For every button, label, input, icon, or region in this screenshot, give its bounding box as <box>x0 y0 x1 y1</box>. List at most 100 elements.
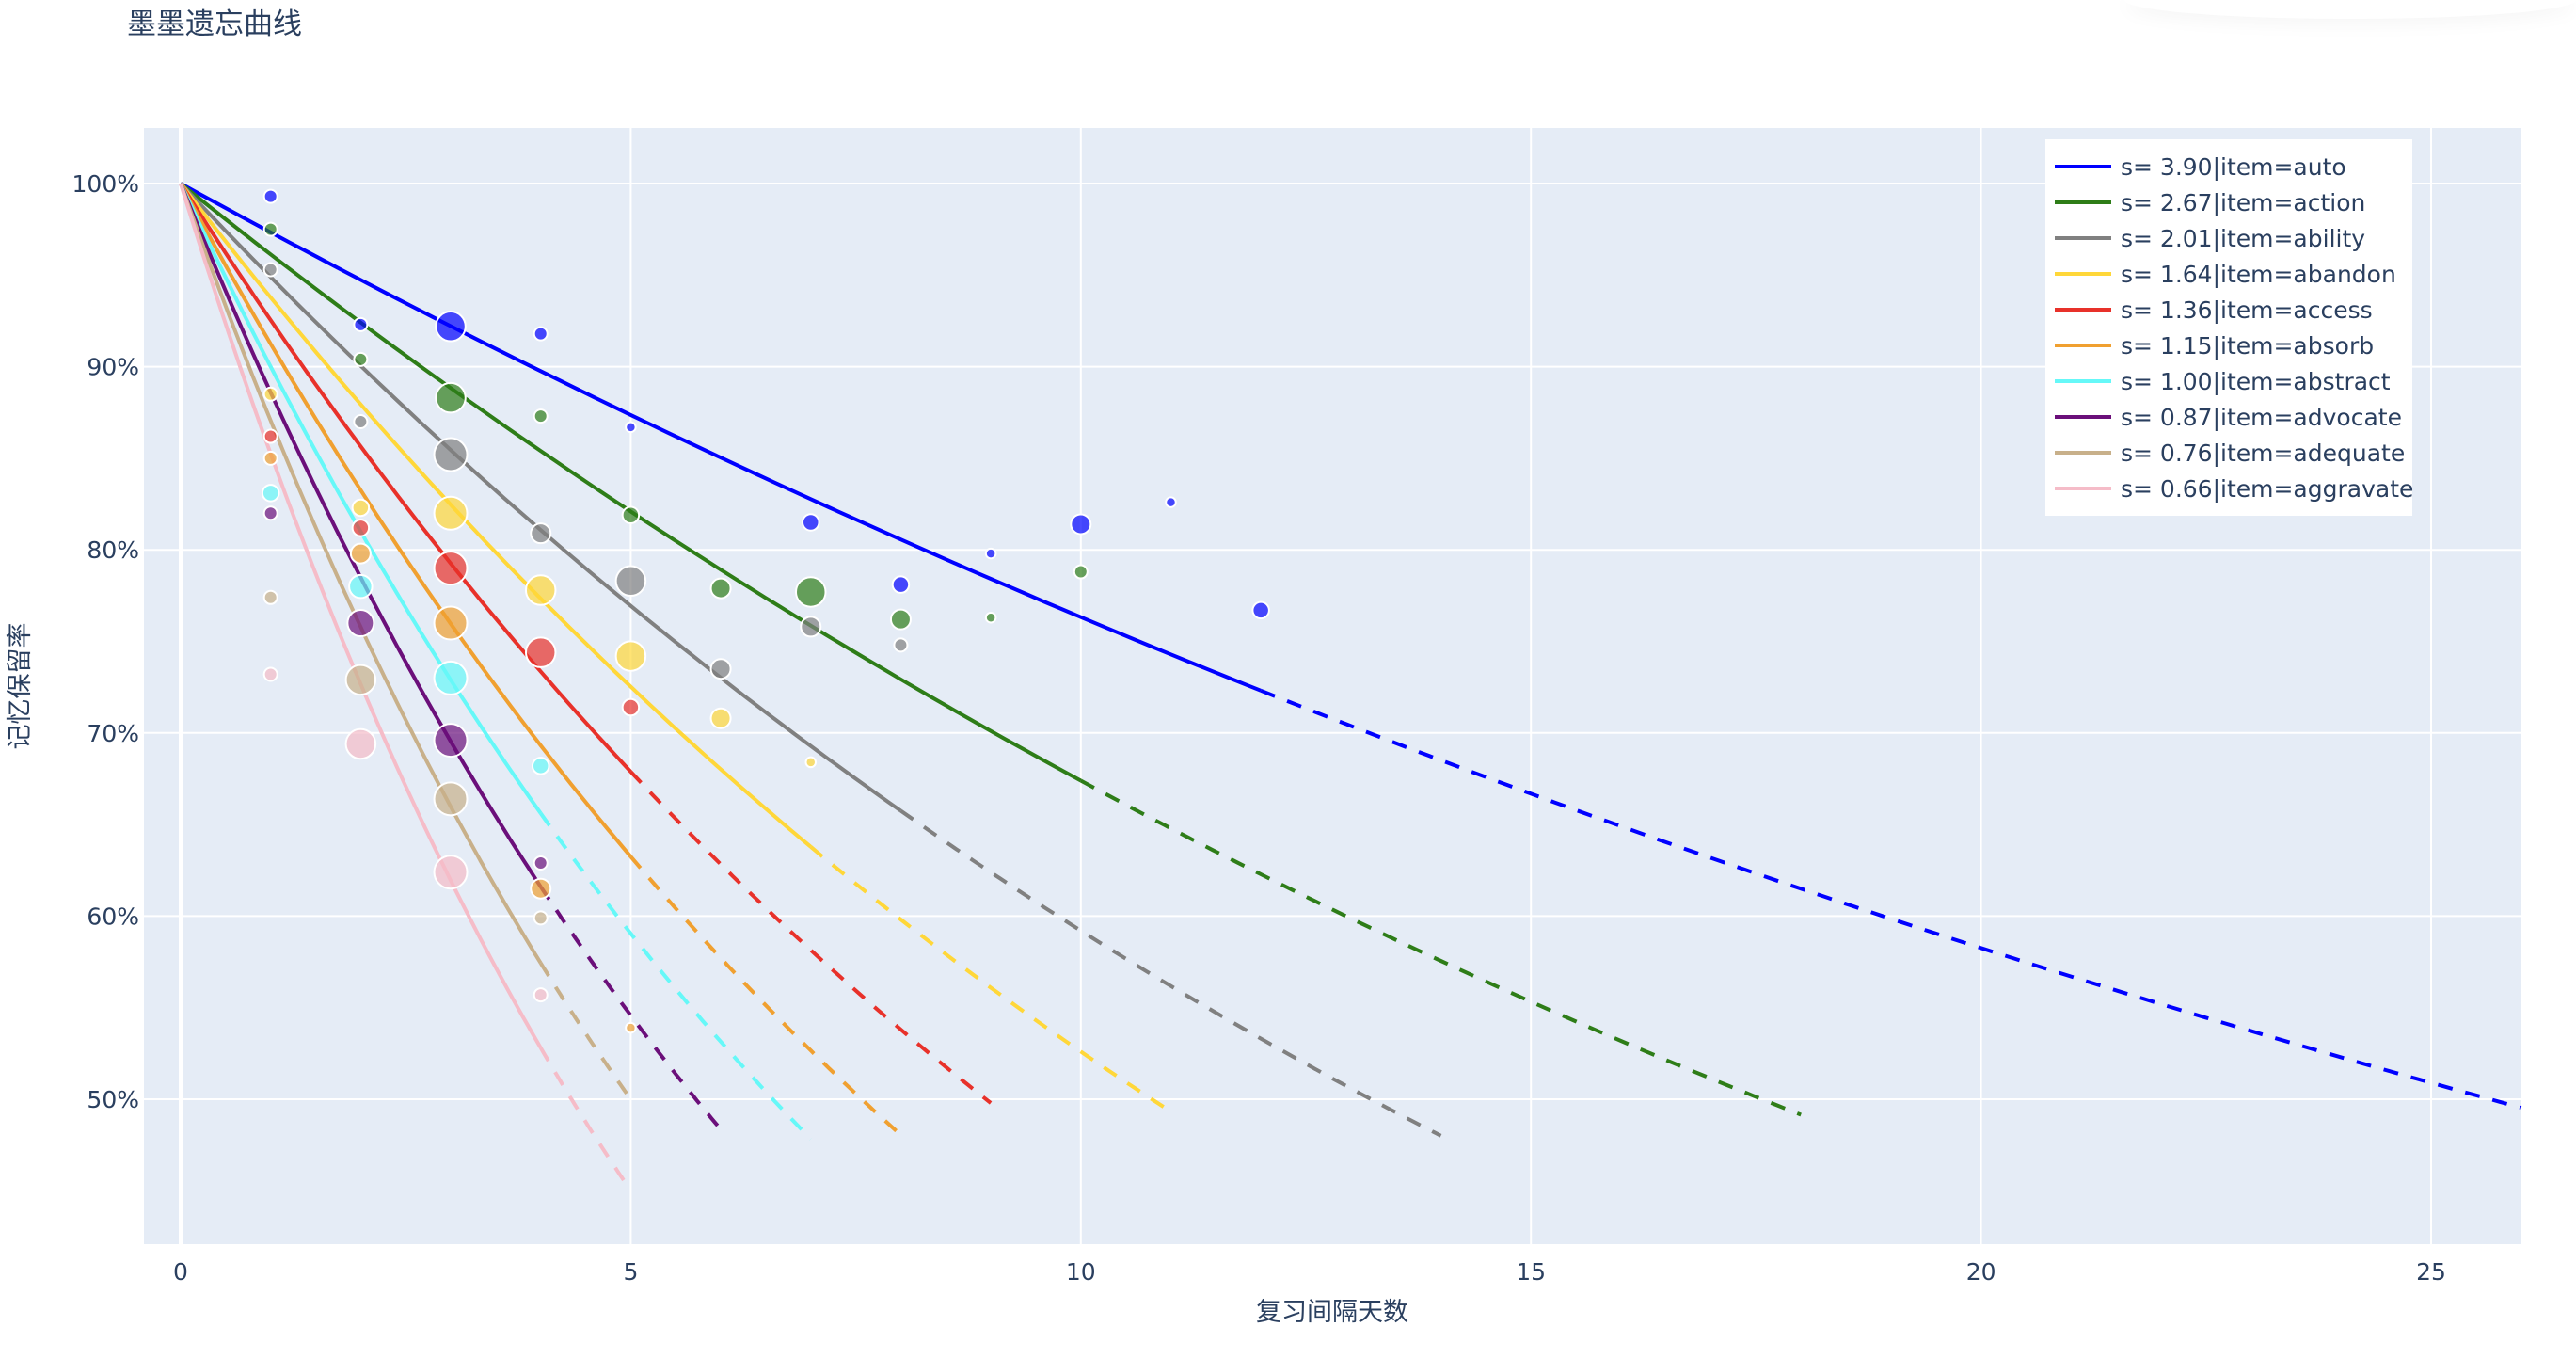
data-point[interactable] <box>1251 600 1270 620</box>
data-point[interactable] <box>984 611 997 624</box>
legend-label: s= 2.01|item=ability <box>2121 225 2365 252</box>
axis-ticks: 0 5 10 15 20 25 50% 60% 70% 80% 90% 100% <box>72 170 2446 1286</box>
data-point[interactable] <box>351 519 371 537</box>
data-point[interactable] <box>709 577 732 600</box>
data-point[interactable] <box>344 727 377 760</box>
data-point[interactable] <box>625 421 637 434</box>
y-tick-label: 80% <box>87 536 139 564</box>
data-point[interactable] <box>262 505 278 521</box>
legend-item[interactable]: s= 1.00|item=abstract <box>2055 368 2391 395</box>
data-point[interactable] <box>709 707 732 729</box>
data-point[interactable] <box>524 574 557 606</box>
data-point[interactable] <box>262 666 278 682</box>
data-point[interactable] <box>262 188 278 204</box>
data-point[interactable] <box>984 547 997 560</box>
dashed-curve-3 <box>809 845 1172 1113</box>
data-point[interactable] <box>262 262 278 278</box>
legend-item[interactable]: s= 1.36|item=access <box>2055 296 2373 324</box>
data-point[interactable] <box>262 589 278 605</box>
data-point[interactable] <box>348 573 374 600</box>
legend[interactable]: s= 3.90|item=auto s= 2.67|item=action s= 2… <box>2045 139 2413 516</box>
y-tick-label: 70% <box>87 720 139 747</box>
data-point[interactable] <box>621 697 641 717</box>
x-tick-label: 25 <box>2416 1258 2446 1286</box>
chart-title: 墨墨遗忘曲线 <box>127 8 302 41</box>
solid-curve-5 <box>179 183 632 858</box>
data-point[interactable] <box>800 616 822 638</box>
data-point[interactable] <box>435 311 467 343</box>
x-tick-label: 10 <box>1066 1258 1096 1286</box>
data-point[interactable] <box>433 551 469 586</box>
data-point[interactable] <box>795 576 827 608</box>
dashed-curve-1 <box>1079 778 1802 1117</box>
data-point[interactable] <box>804 756 818 769</box>
data-point[interactable] <box>533 855 549 871</box>
data-point[interactable] <box>625 1021 637 1034</box>
legend-label: s= 3.90|item=auto <box>2121 153 2346 181</box>
data-point[interactable] <box>344 664 377 696</box>
data-point[interactable] <box>709 658 732 680</box>
data-point[interactable] <box>433 781 469 817</box>
legend-label: s= 2.67|item=action <box>2121 189 2365 216</box>
data-point[interactable] <box>433 660 469 695</box>
legend-label: s= 1.00|item=abstract <box>2121 368 2391 395</box>
y-tick-label: 50% <box>87 1086 139 1113</box>
data-point[interactable] <box>533 408 549 424</box>
data-point[interactable] <box>353 316 369 332</box>
data-point[interactable] <box>524 636 557 668</box>
data-point[interactable] <box>262 428 278 444</box>
data-point[interactable] <box>1165 496 1177 508</box>
data-point[interactable] <box>353 351 369 367</box>
data-point[interactable] <box>891 575 911 594</box>
data-point[interactable] <box>1070 513 1092 536</box>
dashed-curve-8 <box>538 962 633 1101</box>
legend-label: s= 1.64|item=abandon <box>2121 261 2396 288</box>
data-point[interactable] <box>614 640 647 672</box>
legend-item[interactable]: s= 1.64|item=abandon <box>2055 261 2396 288</box>
data-point[interactable] <box>353 413 369 429</box>
data-point[interactable] <box>1073 564 1089 580</box>
dashed-curve-7 <box>539 886 723 1131</box>
dashed-curve-2 <box>899 808 1442 1138</box>
data-point[interactable] <box>533 987 549 1003</box>
data-point[interactable] <box>349 542 372 565</box>
data-point[interactable] <box>346 609 375 638</box>
y-tick-label: 100% <box>72 170 139 198</box>
data-point[interactable] <box>614 565 647 598</box>
data-point[interactable] <box>621 505 641 524</box>
legend-item[interactable]: s= 0.76|item=adequate <box>2055 440 2405 467</box>
series-points <box>261 188 1270 1034</box>
data-point[interactable] <box>351 498 371 518</box>
legend-item[interactable]: s= 3.90|item=auto <box>2055 153 2346 181</box>
data-point[interactable] <box>530 877 552 900</box>
data-point[interactable] <box>435 381 467 414</box>
legend-item[interactable]: s= 1.15|item=absorb <box>2055 332 2374 360</box>
data-point[interactable] <box>533 326 549 342</box>
dashed-curve-0 <box>1260 688 2522 1110</box>
data-point[interactable] <box>530 522 552 545</box>
data-point[interactable] <box>802 513 820 532</box>
legend-item[interactable]: s= 0.87|item=advocate <box>2055 404 2402 431</box>
data-point[interactable] <box>262 450 278 466</box>
data-point[interactable] <box>433 855 469 890</box>
data-point[interactable] <box>889 608 912 631</box>
legend-label: s= 0.76|item=adequate <box>2121 440 2405 467</box>
y-axis-title: 记忆保留率 <box>6 623 35 750</box>
legend-item[interactable]: s= 2.01|item=ability <box>2055 225 2365 252</box>
data-point[interactable] <box>262 386 278 402</box>
data-point[interactable] <box>533 910 549 926</box>
data-point[interactable] <box>893 637 909 653</box>
data-point[interactable] <box>433 437 469 472</box>
data-point[interactable] <box>433 495 469 531</box>
data-point[interactable] <box>433 605 469 641</box>
data-point[interactable] <box>261 484 280 503</box>
solid-curve-4 <box>179 182 632 774</box>
solid-curve-3 <box>179 182 813 849</box>
data-point[interactable] <box>433 723 469 759</box>
legend-item[interactable]: s= 2.67|item=action <box>2055 189 2365 216</box>
data-point[interactable] <box>262 221 278 237</box>
legend-item[interactable]: s= 0.66|item=aggravate <box>2055 475 2413 503</box>
x-tick-label: 20 <box>1966 1258 1996 1286</box>
data-point[interactable] <box>531 757 550 775</box>
